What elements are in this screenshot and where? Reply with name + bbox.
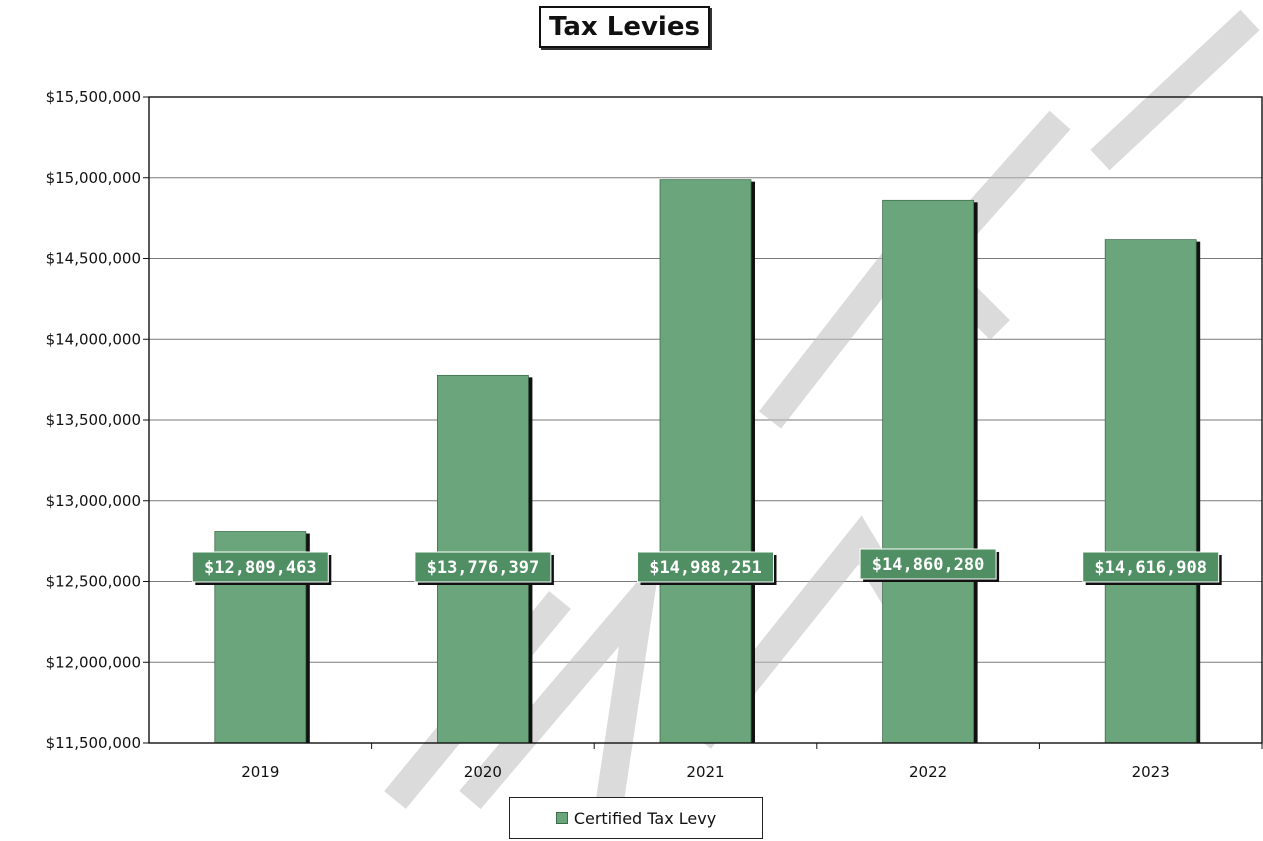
x-tick-label: 2022: [909, 763, 947, 781]
legend: Certified Tax Levy: [509, 797, 763, 839]
y-axis-tick-labels: $11,500,000 $12,000,000 $12,500,000 $13,000…: [46, 88, 141, 752]
data-label-box: [637, 551, 774, 583]
y-tick-label: $14,500,000: [46, 250, 141, 268]
data-label-box: [1082, 551, 1220, 583]
y-tick-label: $12,000,000: [46, 653, 141, 671]
y-tick-label: $15,000,000: [46, 169, 141, 187]
watermark-stroke: [1090, 9, 1260, 171]
data-label-2023: $14,616,908: [1094, 558, 1207, 578]
axes: [148, 96, 1263, 744]
bar-2023: [1104, 239, 1197, 744]
y-tick-label: $12,500,000: [46, 573, 141, 591]
y-tick-label: $13,000,000: [46, 492, 141, 510]
x-tick-label: 2020: [464, 763, 502, 781]
x-tick-label: 2019: [241, 763, 279, 781]
y-tick-label: $13,500,000: [46, 411, 141, 429]
data-label-box: [414, 551, 552, 583]
y-tick-label: $14,000,000: [46, 330, 141, 348]
bars: [214, 179, 1201, 744]
data-labels: $12,809,463 $13,776,397 $14,988,251 $14,860…: [191, 548, 1222, 585]
data-label-2020: $13,776,397: [427, 558, 540, 578]
chart-title: Tax Levies: [539, 6, 710, 48]
data-label-2021: $14,988,251: [649, 558, 762, 578]
y-tick-label: $11,500,000: [46, 734, 141, 752]
bar-2022: [882, 199, 974, 744]
data-label-2022: $14,860,280: [872, 555, 985, 575]
y-tick-label: $15,500,000: [46, 88, 141, 106]
bar-2021: [659, 179, 752, 744]
data-label-box: [191, 551, 329, 583]
legend-swatch: [555, 812, 568, 824]
data-label-box: [859, 548, 997, 580]
legend-label: Certified Tax Levy: [573, 808, 717, 828]
x-axis-tick-labels: 2019 2020 2021 2022 2023: [241, 743, 1263, 781]
plot-area-border: [148, 96, 1263, 744]
data-label-2019: $12,809,463: [204, 558, 317, 578]
x-tick-label: 2021: [686, 763, 724, 781]
x-tick-label: 2023: [1132, 763, 1170, 781]
